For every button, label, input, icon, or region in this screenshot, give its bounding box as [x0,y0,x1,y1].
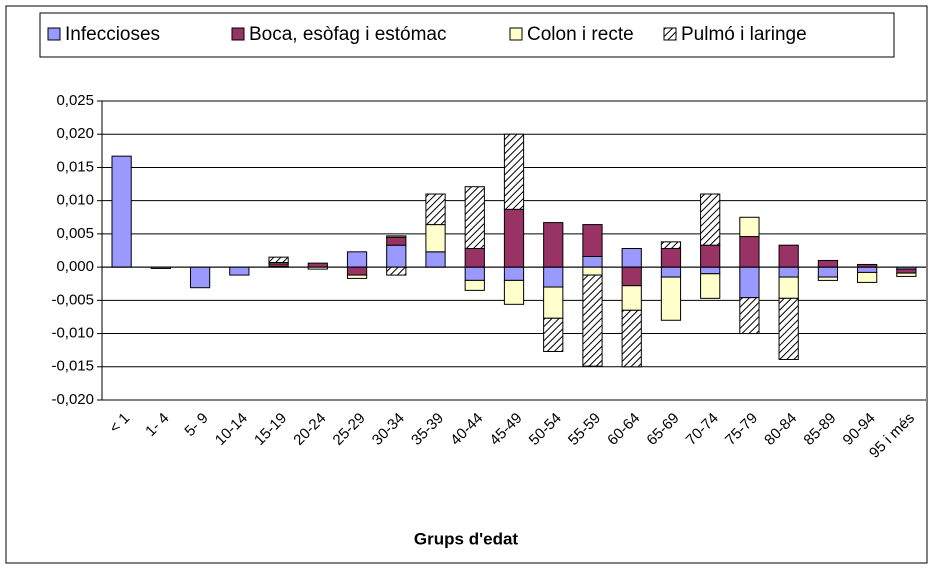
bar [739,297,760,335]
bar [386,236,407,246]
legend-label: Boca, esòfag i estómac [249,24,447,45]
y-tick-label: 0,015 [56,158,94,175]
bar [778,276,799,299]
legend-label: Infeccioses [65,24,160,45]
bar [543,286,564,319]
bar [307,262,328,268]
bar [111,155,132,268]
bar [503,208,525,268]
bar [700,266,721,275]
bar [817,276,839,281]
bar [857,266,878,273]
bar [739,216,760,238]
bar [425,193,446,226]
bar [700,244,721,268]
bar [582,274,603,367]
y-tick-label: -0,010 [51,325,94,342]
bar [660,248,682,268]
y-tick-label: 0,000 [56,258,94,275]
bar [660,241,682,250]
bar [660,276,682,321]
bar [896,272,917,277]
bar [346,274,368,279]
bar [778,266,799,278]
x-axis-title: Grups d'edat [414,529,519,548]
bar [700,193,721,246]
y-tick-label: 0,025 [56,92,94,109]
bar [346,266,368,276]
y-tick-label: 0,010 [56,192,94,209]
bar [346,251,368,268]
bar [229,266,250,276]
legend-swatch [509,27,523,41]
bar [503,279,525,305]
y-tick-label: -0,020 [51,391,94,408]
bar [503,266,525,281]
bar [582,266,603,276]
legend-box [39,12,895,58]
y-tick-label: -0,015 [51,358,94,375]
bar [582,255,603,268]
bar [386,266,407,276]
bar [189,266,211,289]
y-tick-label: -0,005 [51,291,94,308]
bar [543,222,564,268]
bar [896,268,917,274]
y-tick-label: 0,005 [56,225,94,242]
bar [464,266,485,281]
legend-swatch [47,27,61,41]
bar [425,251,446,268]
legend-label: Pulmó i laringe [681,24,807,45]
bar [464,279,485,291]
bar [660,266,682,278]
bar [268,256,289,263]
bar [621,285,642,311]
bar [464,186,485,250]
bar [817,259,839,268]
bar [543,317,564,352]
bar [543,266,564,288]
bar [739,236,760,268]
bar [778,244,799,268]
bar [817,266,839,278]
bar [386,244,407,268]
bar [621,248,642,268]
legend-label: Colon i recte [527,24,634,45]
bar [857,271,878,283]
bar [386,235,407,238]
bar [700,273,721,299]
bar [503,133,525,210]
bar [739,266,760,299]
bar [621,309,642,368]
bar [582,224,603,257]
legend-swatch [231,27,245,41]
legend-swatch [663,27,677,41]
y-tick-label: 0,020 [56,125,94,142]
bar [464,248,485,268]
bar [425,224,446,253]
bar [778,297,799,360]
bar [621,266,642,287]
